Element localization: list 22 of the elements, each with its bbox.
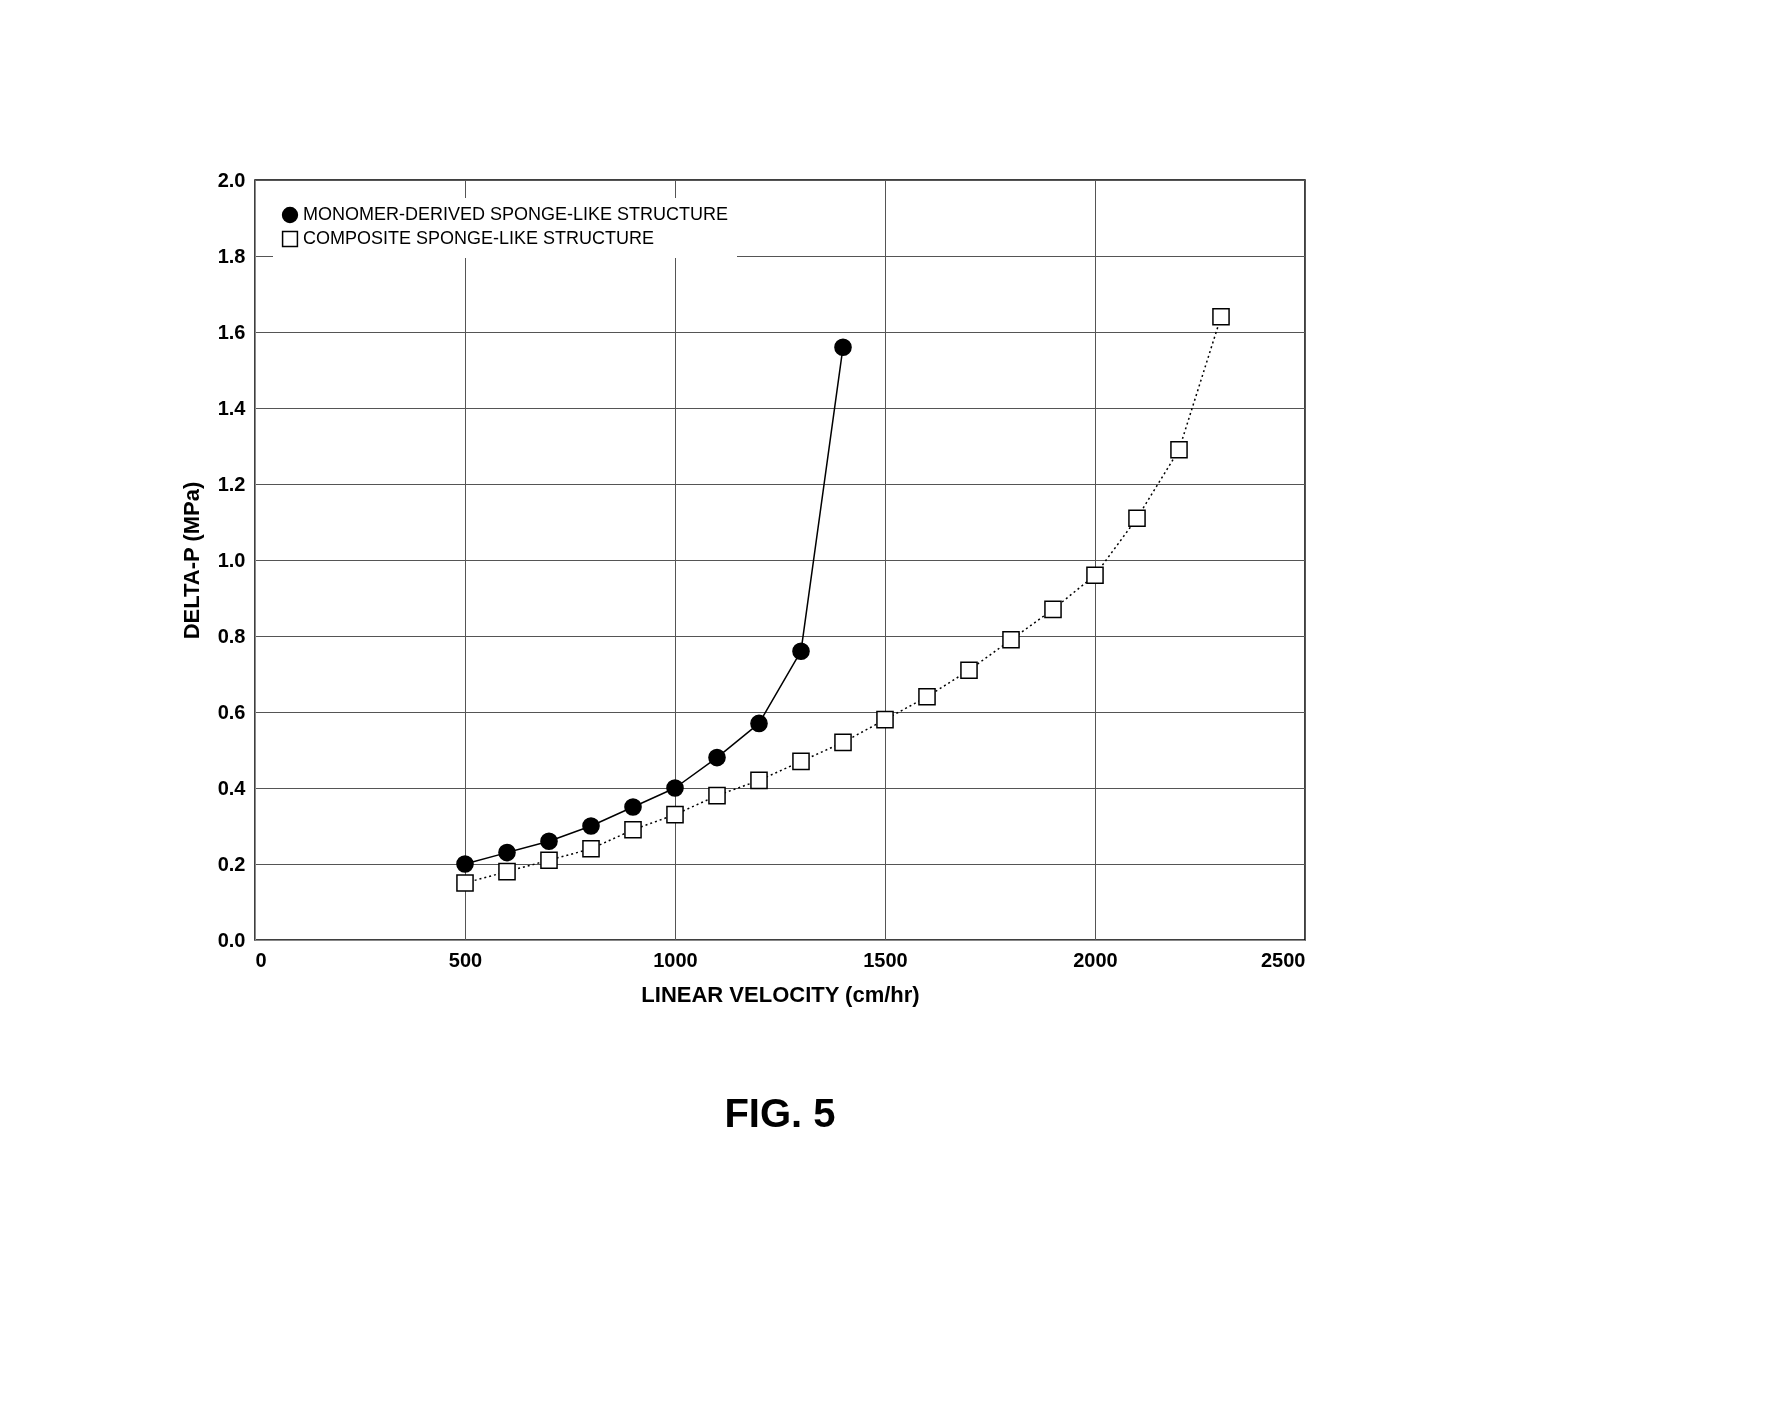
legend-label: COMPOSITE SPONGE-LIKE STRUCTURE bbox=[303, 228, 655, 248]
caption: FIG. 5 bbox=[724, 1091, 836, 1135]
y-tick-label: 1.8 bbox=[217, 244, 246, 267]
x-tick-label: 1000 bbox=[653, 948, 698, 971]
y-tick-label: 1.6 bbox=[217, 320, 246, 343]
y-tick-label: 2.0 bbox=[217, 168, 246, 191]
legend-label: MONOMER-DERIVED SPONGE-LIKE STRUCTURE bbox=[303, 204, 729, 224]
x-tick-label: 2500 bbox=[1261, 948, 1306, 971]
y-tick-label: 1.2 bbox=[217, 472, 246, 495]
y-axis-title: DELTA-P (MPa) bbox=[178, 481, 204, 640]
x-tick-label: 1500 bbox=[863, 948, 908, 971]
y-tick-label: 0.0 bbox=[217, 928, 246, 951]
y-tick-label: 1.4 bbox=[217, 396, 247, 419]
y-tick-label: 0.8 bbox=[217, 624, 246, 647]
x-axis-title: LINEAR VELOCITY (cm/hr) bbox=[641, 981, 920, 1007]
y-tick-label: 1.0 bbox=[217, 548, 246, 571]
y-tick-label: 0.6 bbox=[217, 700, 246, 723]
y-tick-label: 0.4 bbox=[217, 776, 247, 799]
x-tick-label: 2000 bbox=[1073, 948, 1118, 971]
x-tick-label: 0 bbox=[255, 948, 267, 971]
x-tick-label: 500 bbox=[448, 948, 483, 971]
y-tick-label: 0.2 bbox=[217, 852, 246, 875]
